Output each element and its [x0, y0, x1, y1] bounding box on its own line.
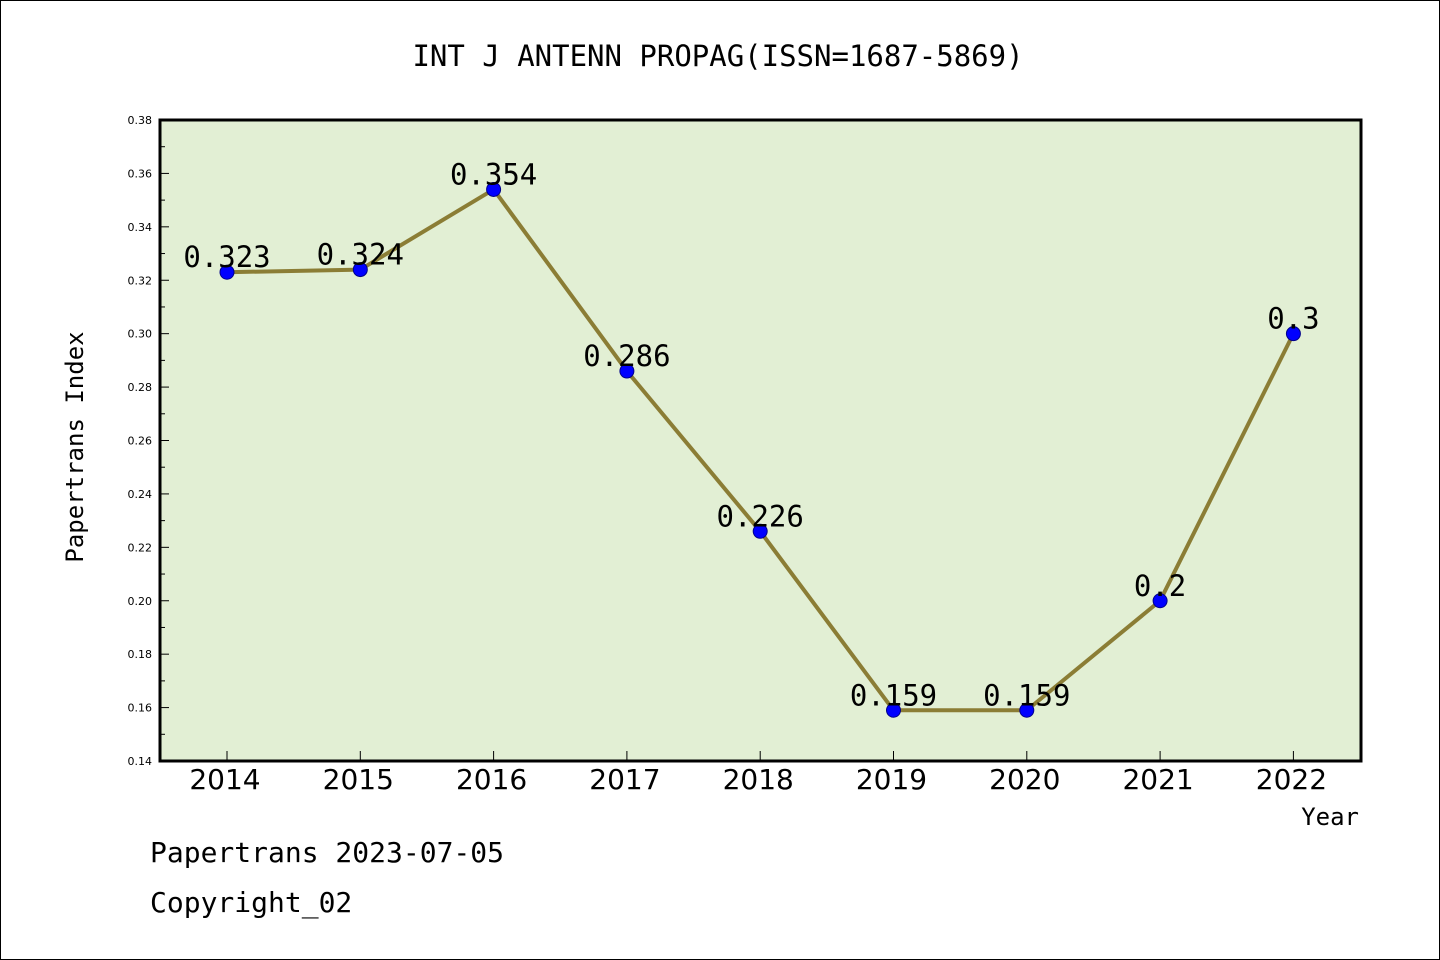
x-tick-label: 2021: [1122, 763, 1193, 796]
data-point: [1152, 593, 1168, 609]
y-tick-label: 0.18: [128, 648, 153, 661]
footer-copyright: Copyright_02: [150, 886, 353, 919]
data-point: [752, 523, 768, 539]
data-label: 0.354: [450, 157, 537, 191]
x-tick-label: 2014: [189, 763, 260, 796]
marker-layer: [219, 181, 1301, 718]
data-point: [1019, 702, 1035, 718]
y-axis: 0.14 0.16 0.18 0.20 0.22 0.24 0.26 0.28 0.30 0.32…: [128, 114, 169, 768]
data-point: [619, 363, 635, 379]
data-label: 0.226: [717, 499, 804, 533]
data-label: 0.159: [983, 678, 1070, 712]
x-tick-label: 2022: [1256, 763, 1327, 796]
y-tick-label: 0.38: [128, 114, 153, 127]
x-axis-title: Year: [1301, 803, 1359, 831]
x-tick-label: 2020: [989, 763, 1060, 796]
x-tick-label: 2017: [589, 763, 660, 796]
chart-title: INT J ANTENN PROPAG(ISSN=1687-5869): [412, 39, 1023, 73]
data-label: 0.3: [1267, 302, 1319, 336]
data-point: [352, 262, 368, 278]
y-tick-label: 0.22: [128, 541, 153, 554]
x-axis: 2014 2015 2016 2017 2018 2019 2020 2021 2022: [189, 751, 1327, 796]
y-tick-label: 0.30: [128, 328, 153, 341]
y-tick-label: 0.16: [128, 702, 153, 715]
x-tick-label: 2016: [456, 763, 527, 796]
data-point: [1285, 326, 1301, 342]
y-tick-label: 0.36: [128, 167, 153, 180]
data-label: 0.2: [1134, 569, 1186, 603]
data-label: 0.159: [850, 678, 937, 712]
data-point: [486, 181, 502, 197]
x-tick-label: 2019: [856, 763, 927, 796]
y-axis-title: Papertrans Index: [61, 331, 89, 562]
data-label: 0.286: [583, 339, 670, 373]
y-tick-label: 0.32: [128, 274, 153, 287]
footer-date: Papertrans 2023-07-05: [150, 836, 505, 869]
x-tick-label: 2018: [723, 763, 794, 796]
data-label: 0.324: [317, 238, 404, 272]
y-tick-label: 0.24: [128, 488, 153, 501]
y-tick-label: 0.20: [128, 595, 153, 608]
data-label: 0.323: [183, 240, 270, 274]
data-label-layer: 0.323 0.324 0.354 0.286 0.226 0.159 0.159 0.2 0.…: [183, 157, 1319, 712]
y-tick-label: 0.28: [128, 381, 153, 394]
x-tick-label: 2015: [323, 763, 394, 796]
plot-area: [158, 118, 1363, 763]
y-tick-label: 0.14: [128, 755, 153, 768]
y-tick-label: 0.34: [128, 221, 153, 234]
data-point: [219, 264, 235, 280]
data-point: [886, 702, 901, 718]
y-tick-label: 0.26: [128, 435, 153, 448]
